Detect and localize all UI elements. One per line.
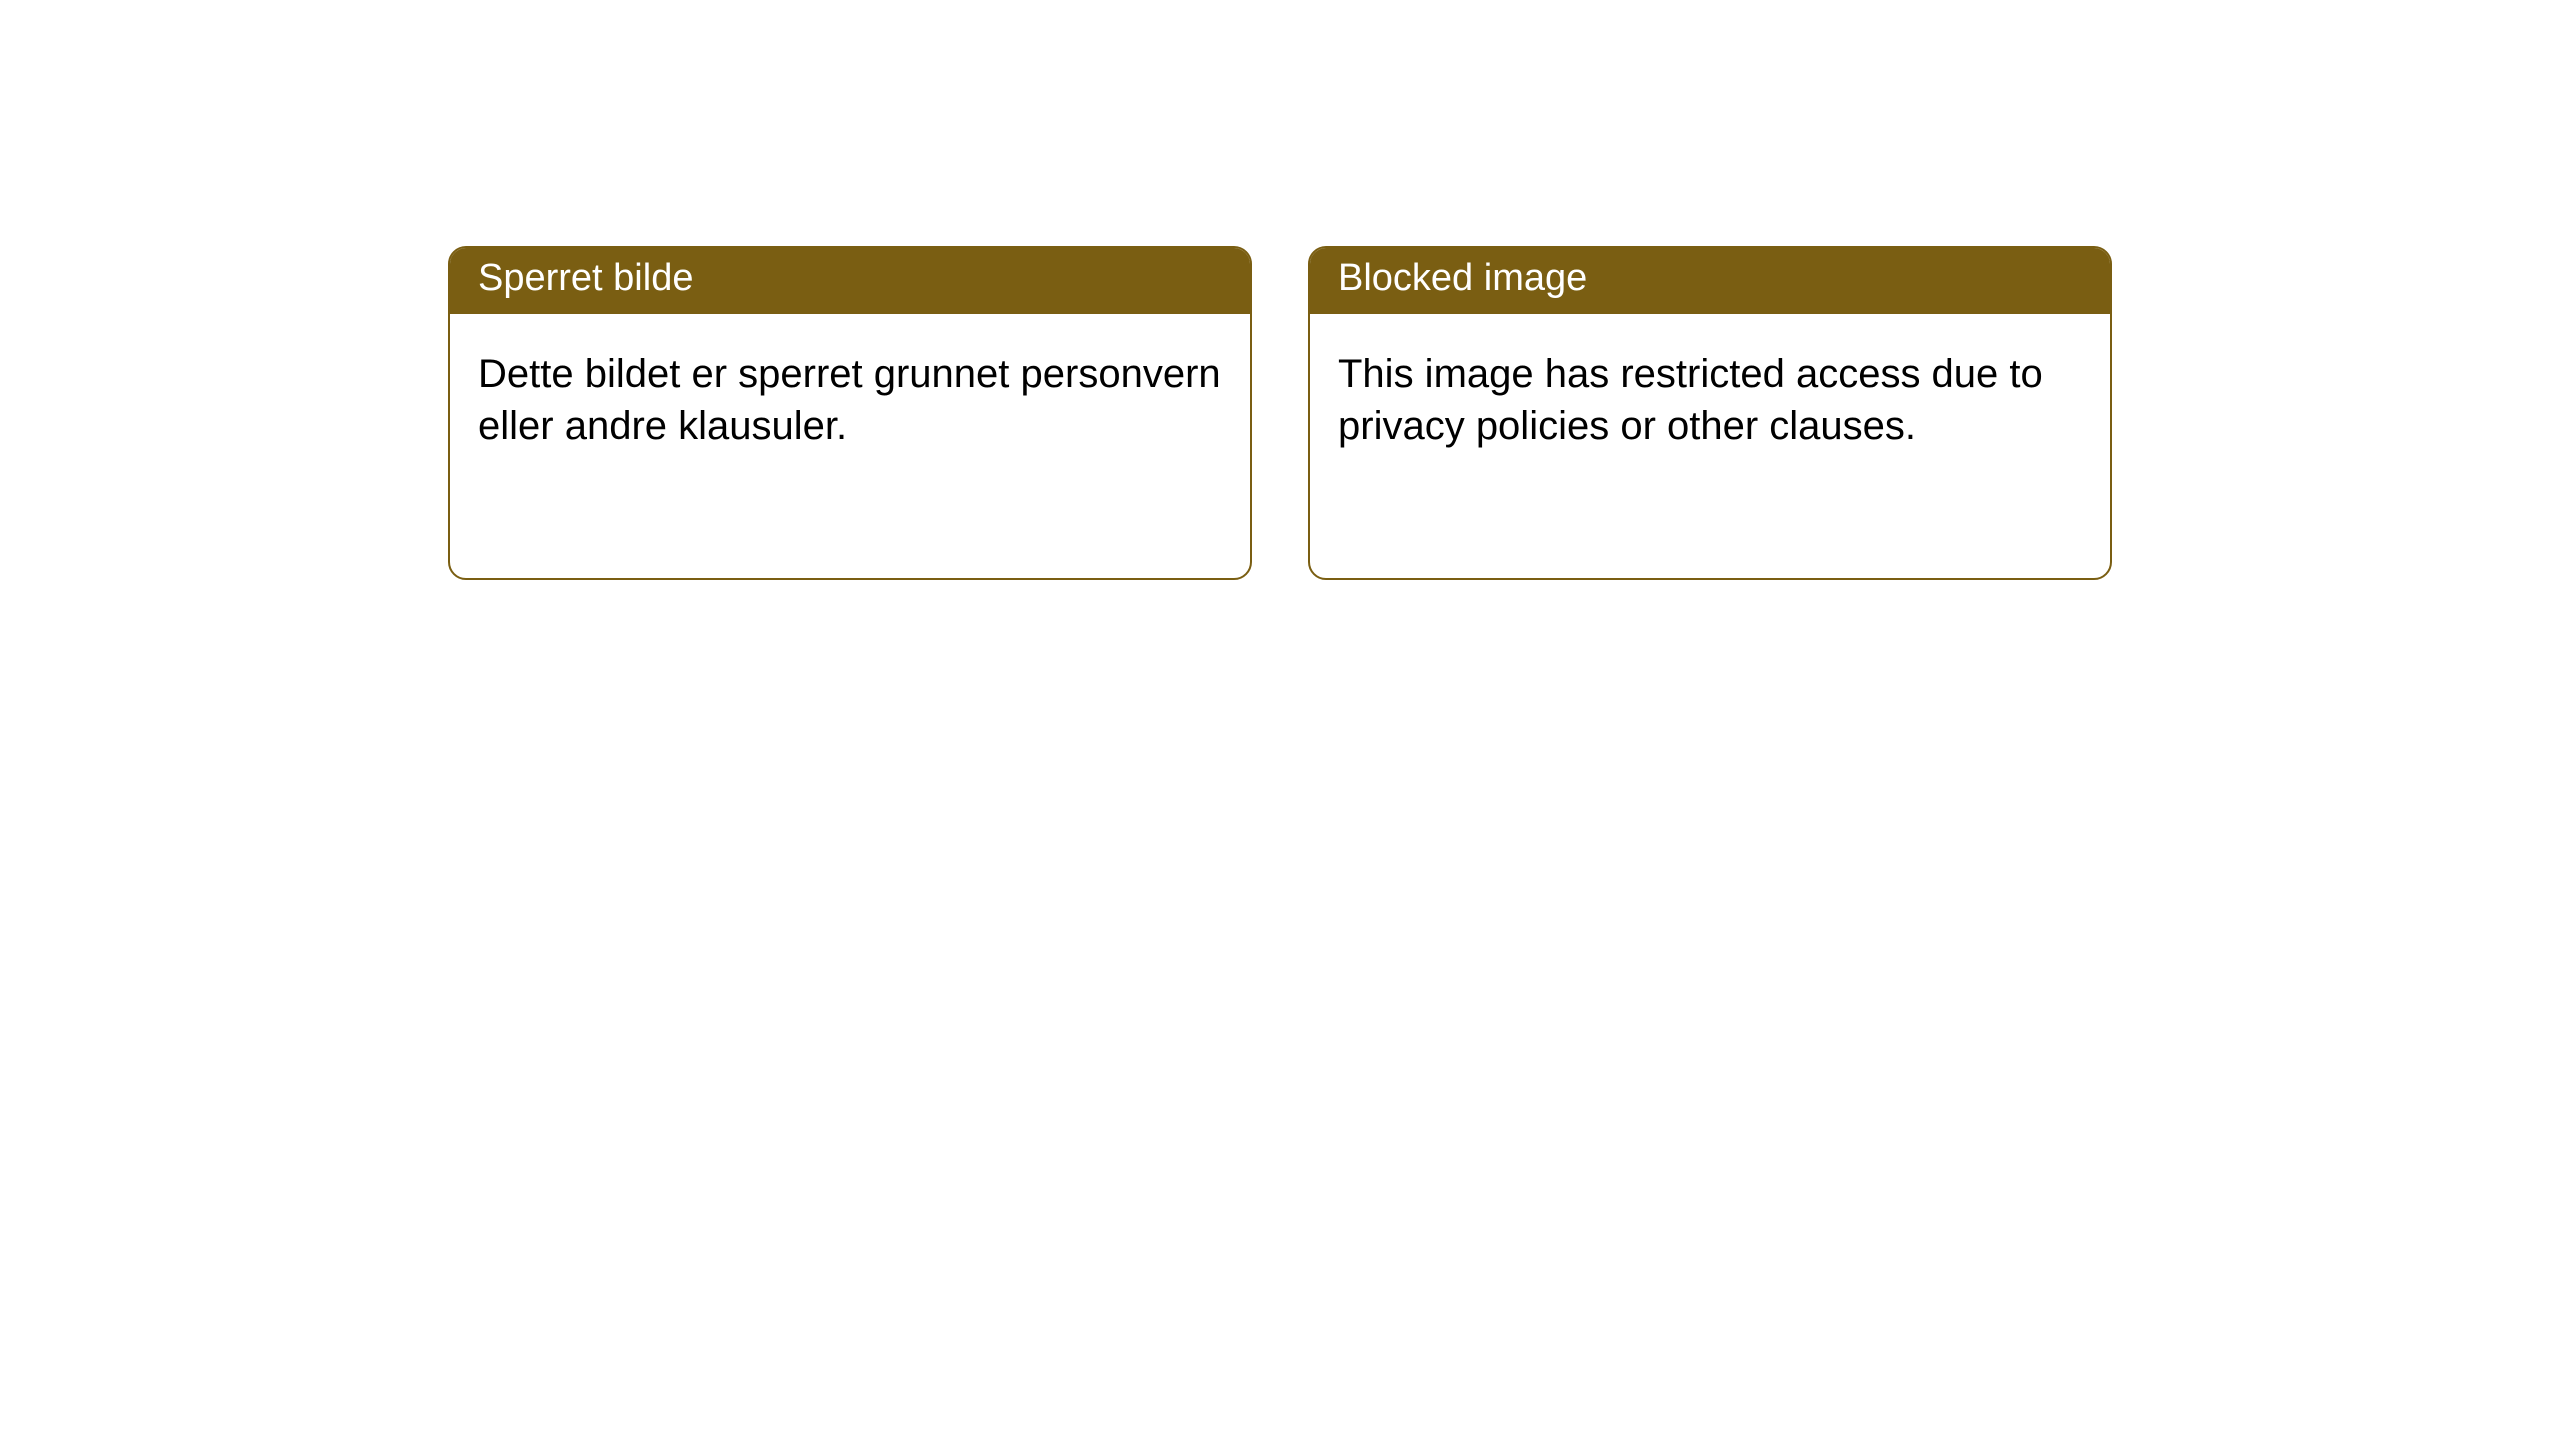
notice-card-english: Blocked image This image has restricted … [1308,246,2112,580]
notice-header: Blocked image [1310,248,2110,314]
notice-message: Dette bildet er sperret grunnet personve… [478,352,1221,448]
notice-container: Sperret bilde Dette bildet er sperret gr… [0,0,2560,580]
notice-body: This image has restricted access due to … [1310,314,2110,486]
notice-card-norwegian: Sperret bilde Dette bildet er sperret gr… [448,246,1252,580]
notice-header: Sperret bilde [450,248,1250,314]
notice-title: Sperret bilde [478,257,693,299]
notice-message: This image has restricted access due to … [1338,352,2043,448]
notice-body: Dette bildet er sperret grunnet personve… [450,314,1250,486]
notice-title: Blocked image [1338,257,1587,299]
